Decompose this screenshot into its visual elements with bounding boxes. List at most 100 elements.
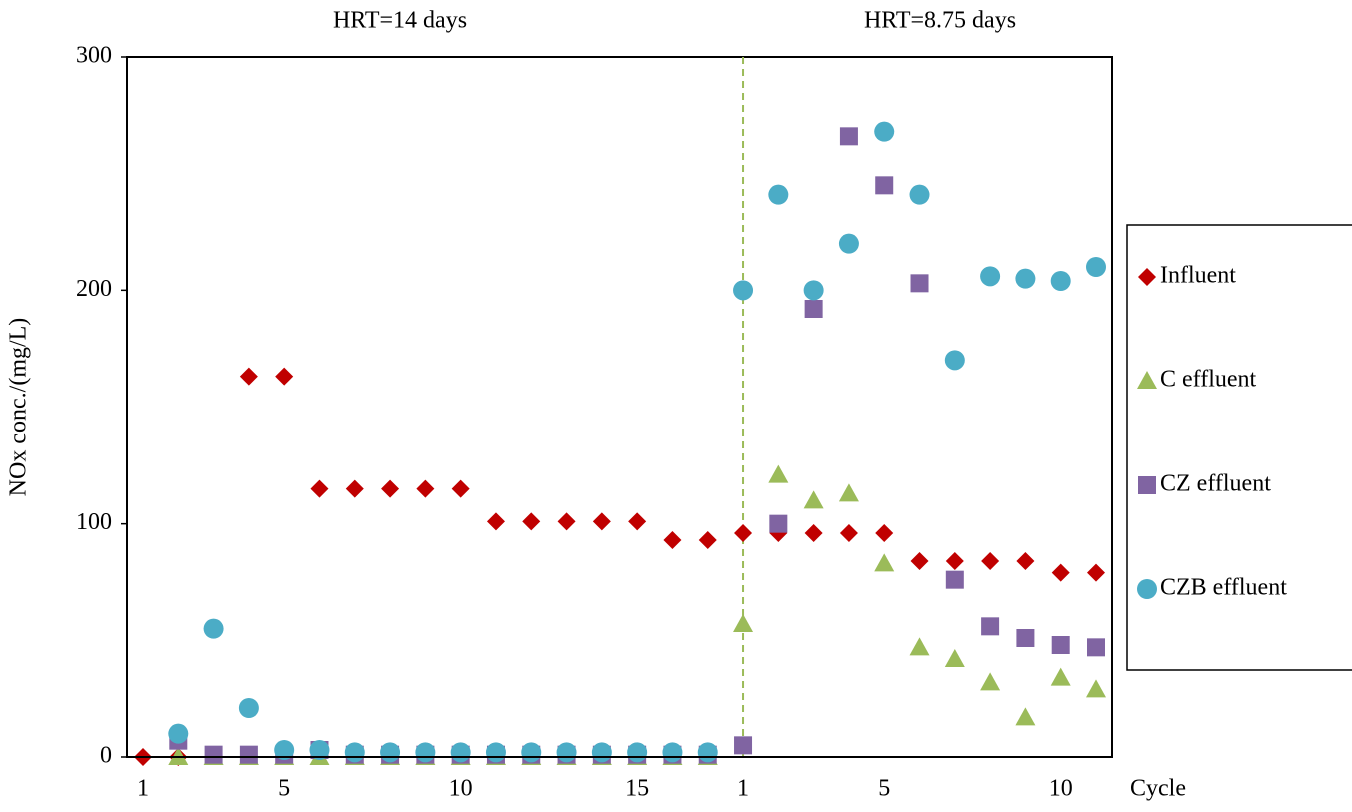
diamond-marker	[345, 479, 364, 498]
circle-marker	[944, 350, 965, 371]
diamond-marker	[839, 524, 858, 542]
square-marker	[910, 274, 929, 293]
x-tick-label: 10	[1049, 776, 1073, 802]
square-marker	[204, 745, 223, 764]
circle-marker	[203, 618, 224, 639]
x-tick-label: 15	[625, 776, 649, 802]
triangle-marker	[980, 672, 1001, 691]
circle-marker	[1050, 271, 1071, 291]
circle-marker	[168, 723, 189, 744]
triangle-marker	[944, 649, 965, 667]
y-tick-label: 200	[76, 276, 112, 302]
square-marker	[875, 176, 894, 195]
legend-label: Influent	[1160, 263, 1236, 289]
diamond-marker	[1051, 563, 1070, 582]
phase-label: HRT=14 days	[333, 8, 467, 34]
x-tick-label: 1	[737, 776, 749, 802]
triangle-marker	[874, 553, 895, 572]
circle-marker	[1015, 268, 1036, 289]
circle-marker	[980, 266, 1001, 287]
square-marker	[769, 514, 788, 533]
x-tick-label: 10	[449, 776, 473, 802]
diamond-marker	[451, 479, 470, 498]
triangle-marker	[1086, 679, 1106, 698]
circle-marker	[838, 233, 859, 254]
triangle-marker	[803, 490, 824, 509]
circle-marker	[521, 742, 542, 763]
legend-box	[1126, 224, 1352, 671]
y-axis-label: NOx conc./(mg/L)	[6, 318, 32, 497]
legend-label: C effluent	[1160, 367, 1257, 393]
circle-marker	[344, 742, 365, 763]
diamond-marker	[663, 531, 682, 549]
circle-marker	[274, 740, 295, 760]
circle-marker	[380, 742, 401, 763]
diamond-marker	[910, 552, 929, 570]
circle-marker	[1137, 579, 1157, 599]
circle-marker	[450, 742, 471, 763]
square-marker	[839, 127, 858, 146]
square-marker	[981, 617, 1000, 636]
circle-marker	[591, 742, 612, 763]
diamond-marker	[592, 512, 611, 531]
circle-marker	[556, 742, 577, 763]
square-marker	[1051, 636, 1070, 654]
triangle-marker	[1137, 371, 1157, 389]
square-marker	[804, 300, 823, 318]
circle-marker	[803, 280, 824, 301]
diamond-marker	[381, 479, 400, 498]
circle-marker	[238, 698, 259, 718]
diamond-marker	[981, 552, 1000, 570]
x-tick-label: 5	[278, 776, 290, 802]
circle-marker	[697, 742, 718, 763]
diamond-marker	[486, 512, 505, 531]
square-marker	[1087, 638, 1105, 657]
y-tick-label: 300	[76, 43, 112, 69]
triangle-marker	[733, 614, 754, 632]
diamond-marker	[945, 552, 964, 570]
diamond-marker	[557, 512, 576, 531]
diamond-marker	[804, 524, 823, 542]
triangle-marker	[1050, 667, 1071, 686]
triangle-marker	[768, 464, 789, 483]
triangle-marker	[838, 483, 859, 502]
square-marker	[734, 736, 753, 755]
circle-marker	[309, 740, 330, 760]
x-axis-label: Cycle	[1130, 776, 1186, 802]
circle-marker	[415, 742, 436, 763]
diamond-marker	[1087, 563, 1105, 582]
diamond-marker	[698, 531, 717, 549]
legend-label: CZ effluent	[1160, 471, 1271, 497]
circle-marker	[627, 742, 648, 763]
circle-marker	[768, 184, 789, 205]
diamond-marker	[310, 479, 329, 498]
y-tick-label: 0	[100, 743, 112, 769]
circle-marker	[662, 742, 683, 763]
circle-marker	[485, 742, 506, 763]
circle-marker	[874, 121, 895, 142]
plot-frame	[126, 56, 1113, 758]
diamond-marker	[239, 367, 258, 386]
circle-marker	[909, 184, 930, 205]
x-tick-label: 5	[878, 776, 890, 802]
triangle-marker	[909, 637, 930, 656]
diamond-marker	[628, 512, 647, 531]
diamond-marker	[416, 479, 435, 498]
square-marker	[1138, 476, 1156, 494]
diamond-marker	[734, 524, 753, 542]
square-marker	[239, 745, 258, 764]
circle-marker	[733, 280, 754, 301]
x-tick-label: 1	[137, 776, 149, 802]
diamond-marker	[275, 367, 294, 386]
legend-label: CZB effluent	[1160, 575, 1287, 601]
triangle-marker	[1015, 707, 1036, 726]
diamond-marker	[522, 512, 541, 531]
y-tick-label: 100	[76, 509, 112, 535]
diamond-marker	[1138, 268, 1156, 286]
phase-label: HRT=8.75 days	[864, 8, 1016, 34]
square-marker	[1016, 629, 1035, 647]
square-marker	[945, 570, 964, 589]
circle-marker	[1086, 257, 1106, 277]
